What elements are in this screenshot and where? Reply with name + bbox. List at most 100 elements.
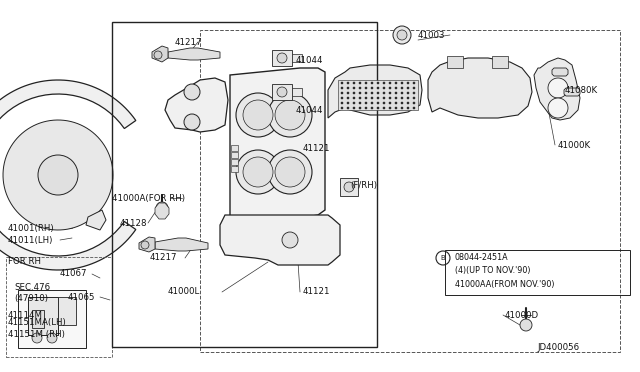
Circle shape: [347, 87, 349, 89]
Circle shape: [395, 82, 397, 84]
Polygon shape: [231, 159, 238, 165]
Text: 41121: 41121: [303, 288, 330, 296]
Circle shape: [353, 107, 355, 109]
Polygon shape: [328, 65, 422, 118]
Text: 41000A(FOR RH): 41000A(FOR RH): [112, 193, 185, 202]
Circle shape: [383, 82, 385, 84]
Circle shape: [395, 92, 397, 94]
Polygon shape: [230, 68, 325, 218]
Circle shape: [347, 107, 349, 109]
Circle shape: [407, 107, 409, 109]
Polygon shape: [534, 58, 580, 120]
Circle shape: [371, 92, 373, 94]
Bar: [6, 257, 112, 357]
Text: SEC.476: SEC.476: [14, 282, 50, 292]
Polygon shape: [492, 56, 508, 68]
Circle shape: [340, 87, 343, 89]
Circle shape: [377, 92, 379, 94]
Circle shape: [359, 102, 361, 104]
Circle shape: [359, 97, 361, 99]
Text: (F/RH): (F/RH): [350, 180, 377, 189]
Circle shape: [520, 319, 532, 331]
Bar: [18, 290, 86, 348]
Circle shape: [407, 82, 409, 84]
Circle shape: [243, 157, 273, 187]
Bar: [445, 250, 630, 295]
Text: 41001(RH): 41001(RH): [8, 224, 54, 232]
Text: 41044: 41044: [296, 55, 323, 64]
Circle shape: [388, 107, 391, 109]
Circle shape: [377, 87, 379, 89]
Text: 41000L: 41000L: [168, 288, 200, 296]
Circle shape: [236, 93, 280, 137]
Circle shape: [401, 87, 403, 89]
Bar: [58, 297, 76, 325]
Circle shape: [407, 102, 409, 104]
Text: 41151M (RH): 41151M (RH): [8, 330, 65, 340]
Polygon shape: [155, 238, 208, 251]
Circle shape: [413, 97, 415, 99]
Circle shape: [383, 102, 385, 104]
Text: 41000D: 41000D: [505, 311, 539, 320]
Text: (4)(UP TO NOV.'90): (4)(UP TO NOV.'90): [455, 266, 531, 276]
Polygon shape: [139, 237, 155, 252]
Circle shape: [371, 87, 373, 89]
Circle shape: [401, 107, 403, 109]
Text: JD400056: JD400056: [537, 343, 579, 353]
Circle shape: [347, 82, 349, 84]
Bar: [112, 22, 377, 347]
Text: 41011(LH): 41011(LH): [8, 235, 53, 244]
Circle shape: [359, 92, 361, 94]
Bar: [32, 310, 44, 328]
Circle shape: [401, 92, 403, 94]
Polygon shape: [168, 48, 220, 60]
Circle shape: [359, 107, 361, 109]
Circle shape: [365, 107, 367, 109]
Circle shape: [347, 97, 349, 99]
Polygon shape: [231, 166, 238, 172]
Circle shape: [340, 82, 343, 84]
Circle shape: [38, 155, 78, 195]
Circle shape: [184, 84, 200, 100]
Circle shape: [548, 98, 568, 118]
Circle shape: [393, 26, 411, 44]
Circle shape: [277, 53, 287, 63]
Polygon shape: [3, 120, 113, 230]
Polygon shape: [231, 145, 238, 151]
Circle shape: [377, 107, 379, 109]
Circle shape: [32, 333, 42, 343]
Circle shape: [359, 87, 361, 89]
Circle shape: [395, 107, 397, 109]
Circle shape: [365, 87, 367, 89]
Circle shape: [407, 92, 409, 94]
Text: 41067: 41067: [60, 269, 88, 279]
Polygon shape: [338, 80, 418, 110]
Circle shape: [407, 97, 409, 99]
Circle shape: [388, 82, 391, 84]
Polygon shape: [231, 152, 238, 158]
Circle shape: [340, 102, 343, 104]
Polygon shape: [447, 56, 463, 68]
Circle shape: [141, 241, 149, 249]
Polygon shape: [165, 78, 228, 132]
Circle shape: [371, 97, 373, 99]
Bar: [340, 178, 358, 196]
Text: 08044-2451A: 08044-2451A: [455, 253, 509, 263]
Circle shape: [413, 82, 415, 84]
Polygon shape: [220, 215, 340, 265]
Text: (47910): (47910): [14, 295, 48, 304]
Bar: [200, 30, 620, 352]
Circle shape: [383, 87, 385, 89]
Circle shape: [340, 107, 343, 109]
Text: 41065: 41065: [68, 292, 95, 301]
Text: 41217: 41217: [150, 253, 177, 263]
Text: 41003: 41003: [418, 31, 445, 39]
Circle shape: [347, 92, 349, 94]
Text: B: B: [440, 255, 445, 261]
Circle shape: [365, 92, 367, 94]
Circle shape: [413, 102, 415, 104]
Text: 41000AA(FROM NOV.'90): 41000AA(FROM NOV.'90): [455, 279, 554, 289]
Polygon shape: [272, 84, 292, 100]
Polygon shape: [564, 88, 580, 96]
Text: 41114M: 41114M: [8, 311, 43, 320]
